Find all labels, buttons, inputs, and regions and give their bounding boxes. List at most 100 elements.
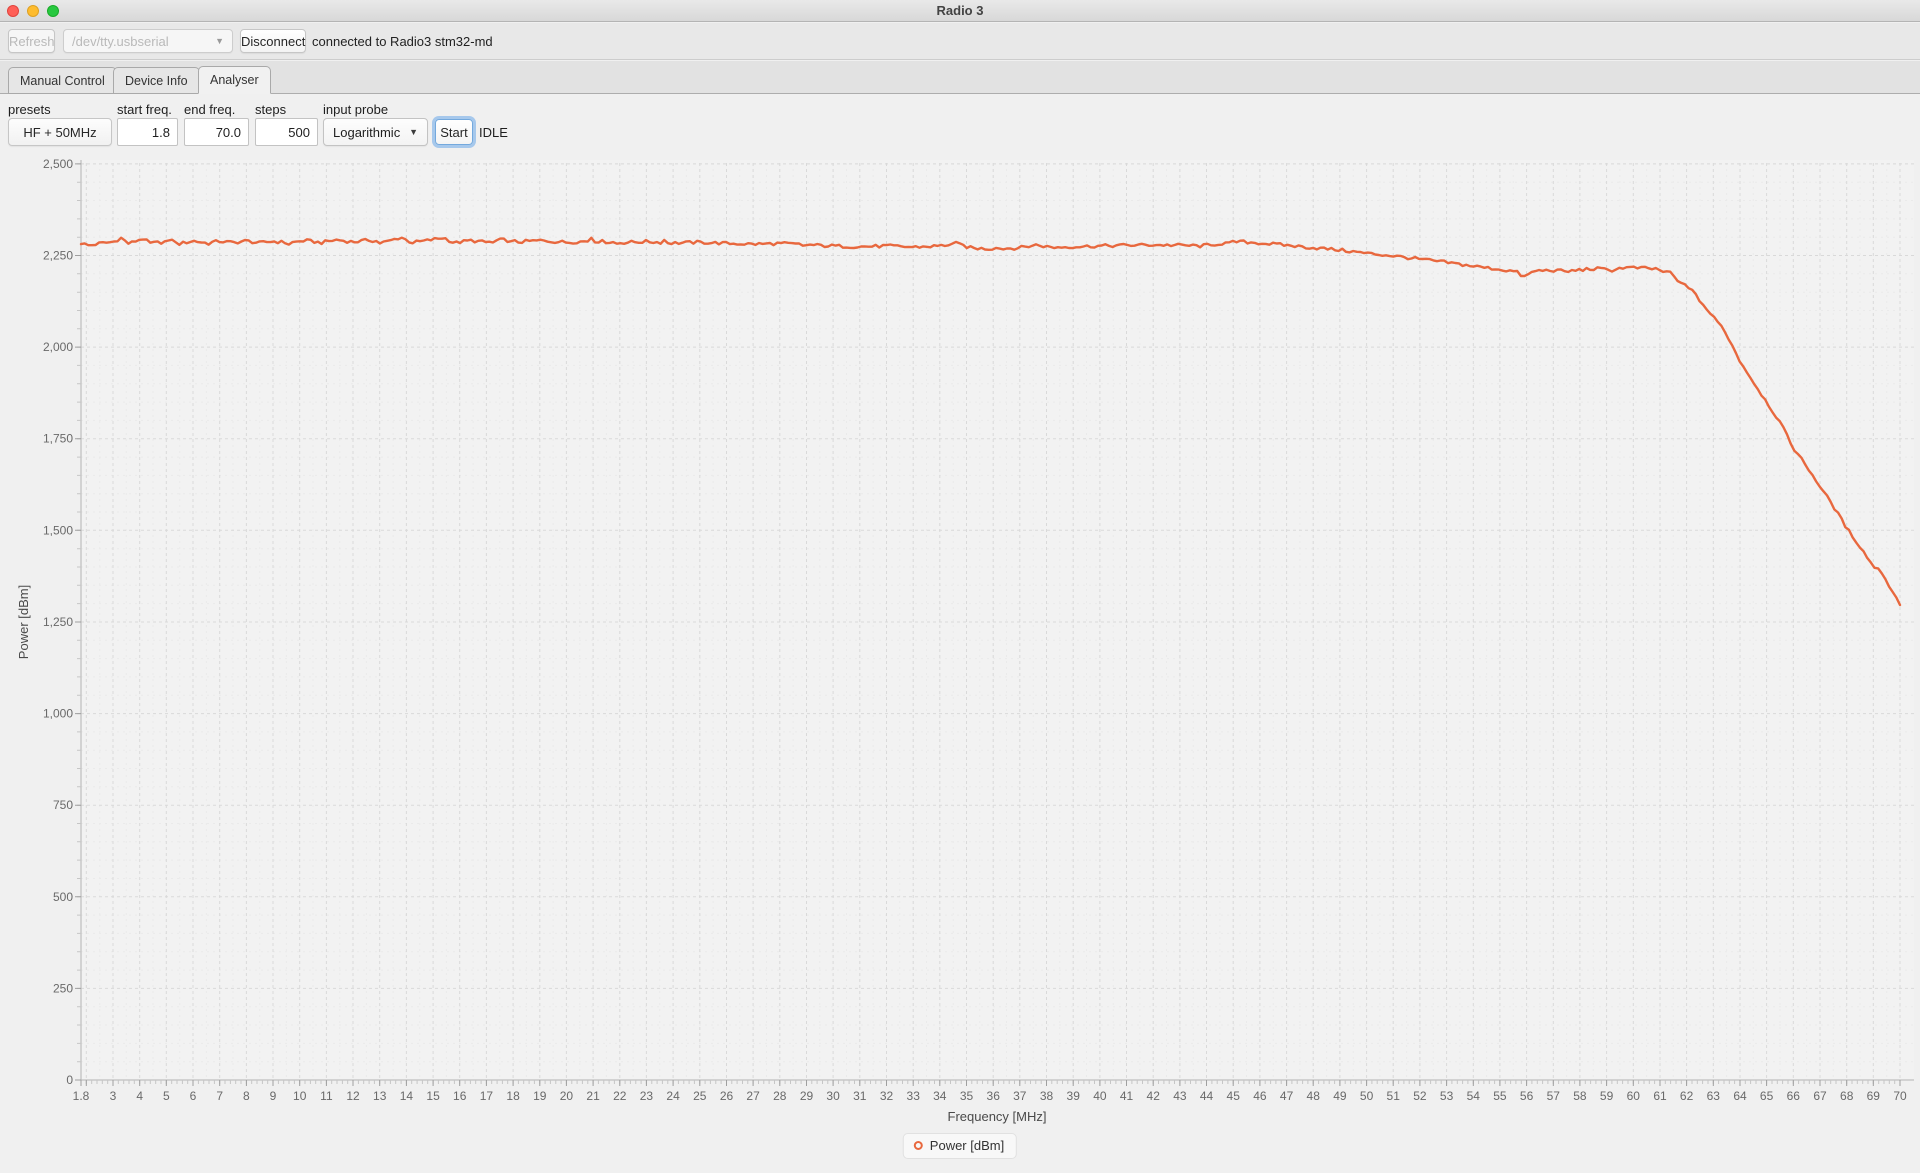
svg-text:1,750: 1,750 bbox=[43, 432, 73, 446]
svg-text:54: 54 bbox=[1467, 1089, 1481, 1103]
disconnect-button[interactable]: Disconnect bbox=[240, 29, 306, 53]
axis-ticks bbox=[75, 163, 1901, 1086]
chart-legend[interactable]: Power [dBm] bbox=[902, 1133, 1018, 1159]
svg-text:48: 48 bbox=[1307, 1089, 1321, 1103]
svg-text:51: 51 bbox=[1387, 1089, 1401, 1103]
svg-text:250: 250 bbox=[53, 981, 73, 995]
window-title: Radio 3 bbox=[936, 3, 984, 18]
start-freq-input[interactable] bbox=[117, 118, 178, 146]
svg-text:39: 39 bbox=[1067, 1089, 1081, 1103]
titlebar: Radio 3 bbox=[0, 0, 1920, 22]
svg-text:2,000: 2,000 bbox=[43, 340, 73, 354]
svg-text:1.8: 1.8 bbox=[73, 1089, 90, 1103]
svg-text:17: 17 bbox=[480, 1089, 494, 1103]
x-tick-labels: 1.8 3 4 5 6 7 8 9 10 11 12 13 14 15 16 17 18 19 20 21 22 23 24… bbox=[73, 1089, 1907, 1103]
svg-text:42: 42 bbox=[1147, 1089, 1161, 1103]
svg-text:58: 58 bbox=[1573, 1089, 1587, 1103]
chevron-down-icon: ▼ bbox=[215, 36, 224, 46]
legend-label: Power [dBm] bbox=[929, 1138, 1005, 1153]
svg-text:0: 0 bbox=[66, 1073, 73, 1087]
svg-text:38: 38 bbox=[1040, 1089, 1054, 1103]
svg-text:33: 33 bbox=[907, 1089, 921, 1103]
svg-text:1,250: 1,250 bbox=[43, 615, 73, 629]
svg-text:45: 45 bbox=[1227, 1089, 1241, 1103]
svg-text:50: 50 bbox=[1360, 1089, 1374, 1103]
svg-text:31: 31 bbox=[853, 1089, 867, 1103]
svg-text:36: 36 bbox=[987, 1089, 1001, 1103]
y-tick-labels: 0 250 500 750 1,000 1,250 1,500 1,750 2,000 2,250… bbox=[43, 157, 73, 1087]
svg-text:14: 14 bbox=[400, 1089, 414, 1103]
plot-area bbox=[81, 160, 1914, 1080]
svg-text:40: 40 bbox=[1093, 1089, 1107, 1103]
svg-text:69: 69 bbox=[1867, 1089, 1881, 1103]
svg-text:26: 26 bbox=[720, 1089, 734, 1103]
svg-text:6: 6 bbox=[190, 1089, 197, 1103]
svg-text:68: 68 bbox=[1840, 1089, 1854, 1103]
presets-label: presets bbox=[8, 102, 51, 117]
svg-text:2,500: 2,500 bbox=[43, 157, 73, 171]
svg-text:32: 32 bbox=[880, 1089, 894, 1103]
presets-button[interactable]: HF + 50MHz bbox=[8, 118, 112, 146]
svg-text:44: 44 bbox=[1200, 1089, 1214, 1103]
svg-text:63: 63 bbox=[1707, 1089, 1721, 1103]
svg-text:7: 7 bbox=[216, 1089, 223, 1103]
connection-status: connected to Radio3 stm32-md bbox=[312, 33, 493, 49]
svg-text:29: 29 bbox=[800, 1089, 814, 1103]
chevron-down-icon: ▼ bbox=[409, 127, 418, 137]
svg-text:55: 55 bbox=[1493, 1089, 1507, 1103]
svg-text:65: 65 bbox=[1760, 1089, 1774, 1103]
start-button[interactable]: Start bbox=[435, 119, 473, 145]
svg-text:43: 43 bbox=[1173, 1089, 1187, 1103]
svg-text:16: 16 bbox=[453, 1089, 467, 1103]
svg-text:34: 34 bbox=[933, 1089, 947, 1103]
svg-text:37: 37 bbox=[1013, 1089, 1027, 1103]
tab-manual-control[interactable]: Manual Control bbox=[8, 67, 117, 94]
tab-analyser[interactable]: Analyser bbox=[198, 66, 271, 94]
refresh-button[interactable]: Refresh bbox=[8, 29, 55, 53]
svg-text:28: 28 bbox=[773, 1089, 787, 1103]
series-marker-icon bbox=[913, 1141, 923, 1150]
grid-major bbox=[81, 163, 1914, 1080]
serial-port-select[interactable]: /dev/tty.usbserial ▼ bbox=[63, 29, 233, 53]
svg-text:64: 64 bbox=[1733, 1089, 1747, 1103]
svg-text:70: 70 bbox=[1893, 1089, 1907, 1103]
steps-input[interactable] bbox=[255, 118, 318, 146]
svg-text:18: 18 bbox=[506, 1089, 520, 1103]
end-freq-input[interactable] bbox=[184, 118, 249, 146]
input-probe-label: input probe bbox=[323, 102, 389, 117]
svg-text:25: 25 bbox=[693, 1089, 707, 1103]
svg-text:11: 11 bbox=[320, 1089, 333, 1103]
svg-text:61: 61 bbox=[1653, 1089, 1667, 1103]
axes bbox=[80, 160, 1914, 1081]
svg-text:4: 4 bbox=[136, 1089, 143, 1103]
svg-text:62: 62 bbox=[1680, 1089, 1694, 1103]
minimize-window-button[interactable] bbox=[27, 5, 39, 17]
svg-text:52: 52 bbox=[1413, 1089, 1427, 1103]
svg-text:10: 10 bbox=[293, 1089, 307, 1103]
input-probe-value: Logarithmic bbox=[333, 124, 401, 140]
svg-text:9: 9 bbox=[270, 1089, 277, 1103]
svg-text:35: 35 bbox=[960, 1089, 974, 1103]
svg-text:56: 56 bbox=[1520, 1089, 1534, 1103]
svg-text:750: 750 bbox=[53, 798, 73, 812]
svg-text:23: 23 bbox=[640, 1089, 654, 1103]
zoom-window-button[interactable] bbox=[47, 5, 59, 17]
y-axis-title: Power [dBm] bbox=[16, 585, 31, 659]
svg-text:49: 49 bbox=[1333, 1089, 1347, 1103]
svg-text:15: 15 bbox=[426, 1089, 440, 1103]
svg-text:3: 3 bbox=[110, 1089, 117, 1103]
svg-text:20: 20 bbox=[560, 1089, 574, 1103]
svg-text:5: 5 bbox=[163, 1089, 170, 1103]
svg-text:46: 46 bbox=[1253, 1089, 1267, 1103]
input-probe-select[interactable]: Logarithmic ▼ bbox=[323, 118, 428, 146]
close-window-button[interactable] bbox=[7, 5, 19, 17]
tab-device-info[interactable]: Device Info bbox=[113, 67, 200, 94]
svg-text:12: 12 bbox=[346, 1089, 360, 1103]
svg-text:53: 53 bbox=[1440, 1089, 1454, 1103]
end-freq-label: end freq. bbox=[184, 102, 236, 117]
start-freq-label: start freq. bbox=[117, 102, 172, 117]
svg-text:24: 24 bbox=[666, 1089, 680, 1103]
svg-text:1,500: 1,500 bbox=[43, 523, 73, 537]
axis-titles: Frequency [MHz] Power [dBm] bbox=[16, 585, 1046, 1124]
